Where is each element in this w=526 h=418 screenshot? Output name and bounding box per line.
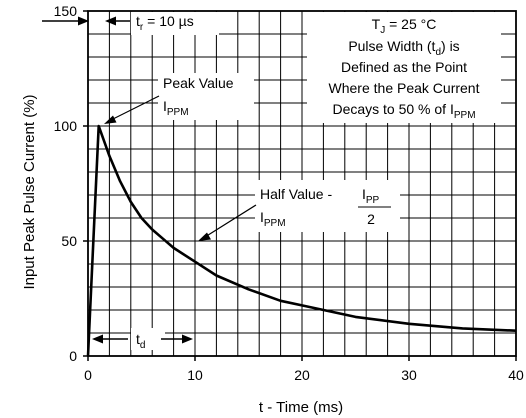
- half-ipp-subscript: PP: [366, 195, 380, 206]
- peak-annotation: Peak Value IPPM: [104, 75, 234, 124]
- tr-subscript: r: [140, 22, 144, 33]
- x-tick-label: 40: [508, 367, 524, 383]
- conditions-line-3: Defined as the Point: [341, 59, 467, 75]
- peak-ippm-symbol: I: [163, 98, 167, 114]
- td-label-box: [131, 328, 165, 350]
- y-tick-labels: 0 50 100 150: [54, 3, 78, 364]
- peak-label: Peak Value: [163, 75, 234, 91]
- half-denominator: 2: [367, 211, 375, 227]
- conditions-line-4: Where the Peak Current: [329, 80, 480, 96]
- pulse-width-text-end: ) is: [441, 38, 460, 54]
- y-tick-label: 100: [54, 118, 78, 134]
- half-value-label: Half Value -: [260, 186, 332, 202]
- half-value-annotation: Half Value - IPP 2 IPPM: [198, 186, 391, 241]
- tj-symbol: T: [372, 16, 381, 32]
- tr-annotation: tr = 10 µs: [42, 13, 194, 33]
- decays-subscript: PPM: [454, 110, 476, 121]
- tj-subscript: J: [380, 25, 385, 36]
- tj-value: = 25 °C: [385, 16, 436, 32]
- y-tick-label: 50: [61, 233, 77, 249]
- y-tick-label: 150: [54, 3, 78, 19]
- tr-label-box: [131, 12, 219, 35]
- x-tick-labels: 0 10 20 30 40: [84, 367, 524, 383]
- axes: [83, 10, 517, 361]
- svg-text:TJ = 25 °C: TJ = 25 °C: [372, 16, 437, 36]
- y-axis-title: Input Peak Pulse Current (%): [21, 94, 38, 289]
- svg-text:tr = 10 µs: tr = 10 µs: [136, 13, 194, 33]
- peak-label-box: [158, 73, 254, 120]
- peak-ippm-subscript: PPM: [167, 107, 189, 118]
- svg-text:IPPM: IPPM: [163, 98, 189, 118]
- pulse-width-text: Pulse Width (t: [348, 38, 435, 54]
- half-ippm-symbol: I: [260, 209, 264, 225]
- tr-value: = 10 µs: [143, 13, 193, 29]
- svg-text:Decays to 50 % of IPPM: Decays to 50 % of IPPM: [332, 101, 475, 121]
- x-tick-label: 0: [84, 367, 92, 383]
- series-line: [86, 124, 517, 357]
- x-tick-label: 10: [187, 367, 203, 383]
- pulse-width-subscript: d: [435, 47, 441, 58]
- half-ipp-symbol: I: [362, 186, 366, 202]
- x-axis-title: t - Time (ms): [259, 399, 343, 416]
- svg-text:IPP: IPP: [362, 186, 380, 206]
- svg-text:IPPM: IPPM: [260, 209, 286, 229]
- td-subscript: d: [140, 340, 146, 351]
- x-tick-label: 20: [294, 367, 310, 383]
- half-ippm-subscript: PPM: [264, 218, 286, 229]
- td-symbol: t: [136, 331, 140, 347]
- svg-text:td: td: [136, 331, 145, 351]
- svg-text:Pulse Width (td) is: Pulse Width (td) is: [348, 38, 459, 58]
- decays-text: Decays to 50 % of I: [332, 101, 453, 117]
- conditions-note: TJ = 25 °C Pulse Width (td) is Defined a…: [329, 16, 480, 121]
- tr-symbol: t: [136, 13, 140, 29]
- y-tick-label: 0: [69, 348, 77, 364]
- td-annotation: td: [92, 331, 193, 351]
- x-tick-label: 30: [401, 367, 417, 383]
- conditions-label-box: [307, 12, 501, 123]
- half-label-box: [255, 180, 400, 232]
